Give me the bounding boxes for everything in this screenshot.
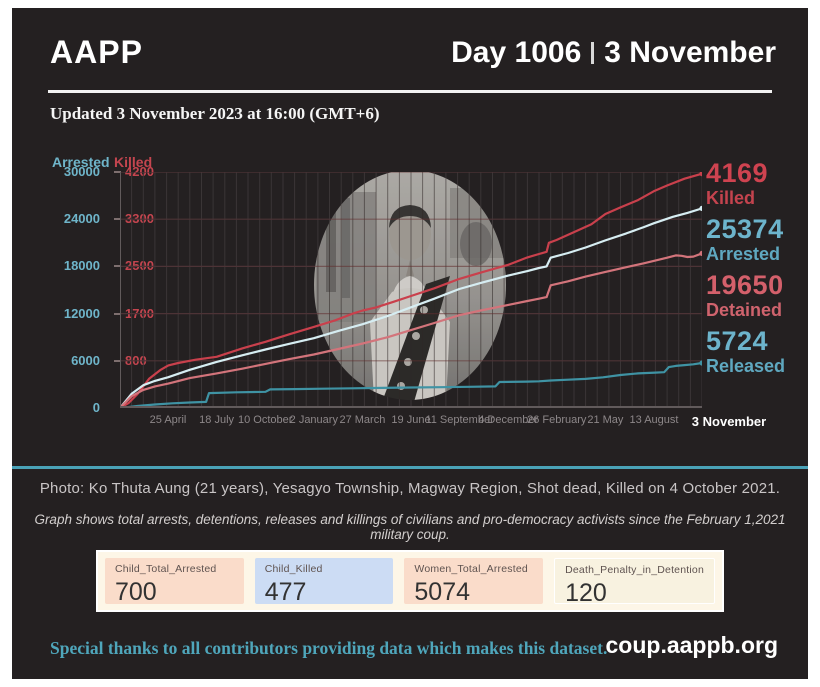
graph-note: Graph shows total arrests, detentions, r… [34,512,786,542]
y-axis-title-arrested: Arrested [52,154,110,170]
series-line-released [120,361,702,408]
card-value: 120 [565,579,607,607]
series-endpoint-released [699,360,702,366]
card-women-total-arrested: Women_Total_Arrested 5074 [404,558,544,606]
arrested-total: 25374 [706,214,784,244]
header-date: 3 November [604,36,776,69]
x-tick: 2 January [289,414,338,426]
x-tick: 26 February [527,414,587,426]
series-endpoint-detained [699,250,702,256]
y-tick-arrested: 18000 [63,258,100,274]
header-divider [48,90,772,93]
card-label: Death_Penalty_in_Detention [565,564,704,576]
series-line-killed [120,172,702,408]
stat-cards-strip: Child_Total_Arrested 700 Child_Killed 47… [96,550,724,612]
card-child-total-arrested: Child_Total_Arrested 700 [105,558,244,606]
y-tick-arrested: 24000 [63,211,100,227]
stat-released: 5724 Released [706,326,808,376]
x-tick: 4 December [478,414,539,426]
stat-arrested: 25374 Arrested [706,214,808,264]
card-child-killed: Child_Killed 477 [254,558,394,606]
card-label: Child_Total_Arrested [115,563,217,575]
y-tick-arrested: 0 [92,400,100,415]
card-value: 477 [264,578,307,606]
killed-total: 4169 [706,158,769,188]
card-death-penalty-in-detention: Death_Penalty_in_Detention 120 [554,558,715,607]
detained-total: 19650 [706,270,784,300]
series-line-detained [120,252,702,408]
updated-timestamp: Updated 3 November 2023 at 16:00 (GMT+6) [50,104,380,123]
x-tick: 3 November [691,414,767,429]
killed-label: Killed [706,188,756,208]
totals-column: 4169 Killed 25374 Arrested 19650 Detaine… [706,160,808,384]
stat-detained: 19650 Detained [706,270,808,320]
x-tick: 19 June [391,414,431,426]
website-url: coup.aappb.org [605,632,779,658]
x-tick: 18 July [199,414,235,426]
released-total: 5724 [706,326,769,356]
series-endpoint-killed [699,172,702,177]
infographic-panel: AAPP Day 1006 3 November Updated 3 Novem… [12,8,808,679]
section-divider [12,466,808,469]
y-tick-arrested: 6000 [71,352,100,368]
victim-photo [314,172,506,400]
photo-caption: Photo: Ko Thuta Aung (21 years), Yesagyo… [39,480,781,497]
line-chart [120,172,702,408]
day-number: Day 1006 [451,36,582,69]
released-label: Released [706,356,786,376]
series-line-arrested [120,207,702,408]
arrested-label: Arrested [706,244,781,264]
brand-logo: AAPP [50,34,143,70]
x-tick: 11 September [425,414,494,426]
thanks-message: Special thanks to all contributors provi… [50,638,608,658]
card-value: 5074 [414,578,471,606]
x-tick: 13 August [629,414,679,426]
x-tick: 10 October [237,414,293,426]
x-tick: 27 March [339,414,386,426]
day-counter: Day 1006 3 November [451,36,776,70]
y-tick-arrested: 30000 [63,164,100,179]
card-label: Child_Killed [264,563,323,575]
y-tick-arrested: 12000 [63,305,100,321]
series-endpoint-arrested [699,205,702,211]
x-tick: 25 April [149,414,187,426]
stat-killed: 4169 Killed [706,158,808,208]
card-label: Women_Total_Arrested [414,563,528,575]
card-value: 700 [115,578,157,606]
detained-label: Detained [706,300,783,320]
separator-bar [591,42,595,64]
x-tick: 21 May [587,414,624,426]
